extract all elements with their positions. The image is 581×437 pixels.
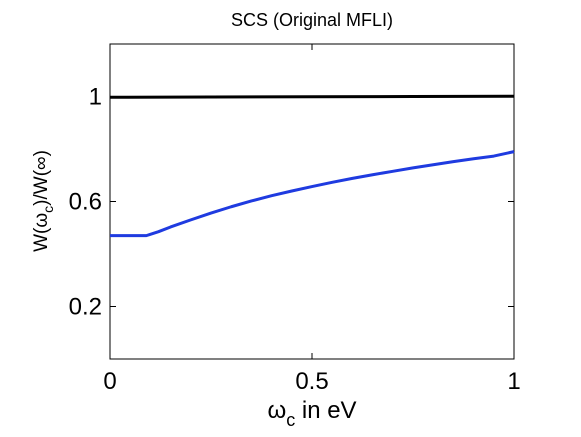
y-label-part-a: W(ω xyxy=(31,213,52,252)
x-label-subscript: c xyxy=(286,410,295,430)
y-label-part-b: )/W(∞) xyxy=(31,150,52,206)
x-label-rest: in eV xyxy=(295,397,356,424)
plot-frame xyxy=(109,43,515,360)
y-tick-label: 0.2 xyxy=(69,294,102,321)
series-line-1 xyxy=(109,94,515,99)
x-label-base: ω xyxy=(267,397,286,424)
chart-title: SCS (Original MFLI) xyxy=(231,10,393,30)
x-axis-label: ωc in eV xyxy=(267,397,356,430)
y-tick-label: 0.6 xyxy=(69,189,102,216)
x-tick-label: 1 xyxy=(507,368,520,395)
y-label-subscript: c xyxy=(40,206,56,213)
x-tick-label: 0 xyxy=(103,368,116,395)
y-axis-label: W(ωc)/W(∞) xyxy=(31,150,56,252)
series-line-2 xyxy=(110,150,515,238)
x-tick-label: 0.5 xyxy=(295,368,328,395)
series-layer xyxy=(109,94,515,238)
y-tick-label: 1 xyxy=(89,84,102,111)
